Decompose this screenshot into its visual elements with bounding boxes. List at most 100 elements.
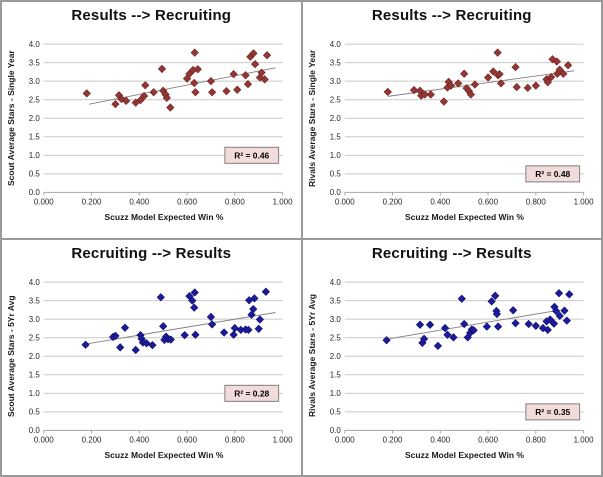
data-point bbox=[538, 323, 547, 332]
data-point bbox=[459, 69, 468, 78]
y-tick-label: 3.5 bbox=[29, 58, 41, 67]
data-point bbox=[206, 312, 216, 321]
y-tick-label: 0.0 bbox=[329, 426, 341, 435]
x-tick-label: 0.000 bbox=[34, 197, 54, 206]
chart-title: Results --> Recruiting bbox=[71, 7, 232, 24]
x-tick-label: 0.200 bbox=[382, 435, 402, 444]
data-point bbox=[261, 287, 270, 296]
y-tick-label: 2.5 bbox=[329, 333, 341, 342]
data-point bbox=[249, 49, 258, 58]
chart-panel-top-left: 0.0 0.5 1.0 1.5 2.0 2.5 3.0 3.5 4.0 0.000 0.200 0.4… bbox=[2, 2, 301, 238]
x-tick-label: 0.600 bbox=[177, 435, 197, 444]
x-tick-label: 1.000 bbox=[273, 435, 293, 444]
data-point bbox=[241, 71, 250, 80]
data-point bbox=[142, 338, 151, 347]
chart-panel-top-right: 0.0 0.5 1.0 1.5 2.0 2.5 3.0 3.5 4.0 0.000 0.200 0.4… bbox=[302, 2, 601, 238]
data-point bbox=[190, 78, 199, 88]
data-point bbox=[545, 314, 554, 324]
data-point bbox=[81, 340, 90, 349]
data-point bbox=[496, 79, 505, 88]
data-point bbox=[483, 73, 492, 82]
data-point bbox=[512, 82, 521, 92]
y-tick-label: 4.0 bbox=[29, 277, 41, 286]
data-point bbox=[244, 325, 253, 334]
data-point bbox=[488, 67, 497, 76]
chart-title: Recruiting --> Results bbox=[371, 244, 532, 262]
r-squared-box bbox=[524, 402, 580, 420]
y-tick-label: 0.5 bbox=[329, 170, 341, 179]
data-point bbox=[510, 318, 520, 327]
data-point bbox=[457, 294, 466, 303]
data-point bbox=[543, 78, 552, 87]
data-point bbox=[254, 324, 263, 333]
data-point bbox=[433, 341, 442, 350]
x-axis-title: Scuzz Model Expected Win % bbox=[405, 212, 524, 222]
data-point bbox=[469, 325, 478, 334]
data-point bbox=[426, 90, 435, 99]
data-point bbox=[229, 330, 238, 339]
x-tick-label: 0.200 bbox=[82, 197, 102, 206]
x-tick-label: 1.000 bbox=[573, 435, 593, 444]
x-tick-label: 0.800 bbox=[525, 435, 545, 444]
data-point bbox=[139, 91, 149, 101]
y-axis-title: Scout Average Stars - 5Yr Avg bbox=[6, 294, 16, 417]
data-point bbox=[493, 48, 502, 57]
data-point bbox=[531, 321, 540, 330]
x-tick-label: 0.800 bbox=[225, 197, 245, 206]
data-point bbox=[552, 57, 561, 66]
y-tick-label: 2.5 bbox=[29, 333, 41, 342]
data-point bbox=[249, 304, 258, 313]
y-tick-label: 1.0 bbox=[329, 151, 341, 160]
chart-panel-bottom-left: 0.0 0.5 1.0 1.5 2.0 2.5 3.0 3.5 4.0 0.000 0.200 0.4… bbox=[2, 239, 301, 475]
data-point bbox=[251, 59, 260, 69]
data-point bbox=[439, 97, 448, 106]
data-point bbox=[524, 319, 533, 328]
x-tick-label: 0.400 bbox=[430, 197, 450, 206]
data-point bbox=[262, 51, 272, 60]
data-point bbox=[131, 345, 140, 354]
data-point bbox=[383, 87, 392, 97]
y-axis-title: Rivals Average Stars - 5Yr Avg bbox=[306, 294, 317, 417]
data-point bbox=[162, 93, 171, 102]
data-point bbox=[453, 79, 462, 88]
data-point bbox=[180, 330, 189, 339]
data-point bbox=[82, 89, 91, 98]
data-point bbox=[111, 100, 120, 109]
r-squared-label: R² = 0.46 bbox=[234, 150, 269, 160]
chart-title: Results --> Recruiting bbox=[371, 7, 532, 24]
data-point bbox=[166, 103, 175, 112]
data-point bbox=[546, 72, 555, 82]
data-point bbox=[116, 342, 125, 351]
y-tick-label: 0.5 bbox=[329, 407, 341, 416]
data-point bbox=[250, 293, 259, 303]
y-tick-label: 1.5 bbox=[29, 133, 41, 142]
x-tick-label: 0.200 bbox=[82, 435, 102, 444]
data-point bbox=[190, 48, 199, 57]
r-squared-label: R² = 0.28 bbox=[234, 388, 269, 398]
y-tick-label: 1.0 bbox=[29, 151, 41, 160]
scatter-plot-rivals-single-year: 0.0 0.5 1.0 1.5 2.0 2.5 3.0 3.5 4.0 0.000 0.200 0.4… bbox=[329, 40, 593, 207]
data-point bbox=[166, 334, 175, 344]
data-point bbox=[425, 320, 434, 329]
x-tick-label: 1.000 bbox=[573, 197, 593, 206]
x-tick-label: 0.600 bbox=[478, 197, 498, 206]
data-point bbox=[466, 90, 475, 99]
data-point bbox=[243, 80, 253, 89]
y-tick-label: 2.5 bbox=[29, 95, 41, 104]
r-squared-box bbox=[524, 165, 580, 183]
data-point bbox=[111, 331, 120, 340]
x-axis-title: Scuzz Model Expected Win % bbox=[405, 449, 524, 460]
y-tick-label: 2.0 bbox=[29, 352, 41, 361]
data-point bbox=[493, 321, 502, 331]
data-point bbox=[148, 340, 157, 349]
data-point bbox=[419, 334, 428, 343]
data-point bbox=[230, 323, 239, 332]
data-point bbox=[446, 81, 455, 90]
y-tick-label: 0.5 bbox=[29, 170, 41, 179]
r-squared-box bbox=[224, 146, 280, 164]
data-point bbox=[149, 88, 158, 97]
y-axis-title: Rivals Average Stars - Single Year bbox=[306, 49, 317, 187]
y-tick-label: 0.0 bbox=[29, 188, 41, 197]
chart-panel-bottom-right: 0.0 0.5 1.0 1.5 2.0 2.5 3.0 3.5 4.0 0.000 0.200 0.4… bbox=[302, 239, 601, 475]
